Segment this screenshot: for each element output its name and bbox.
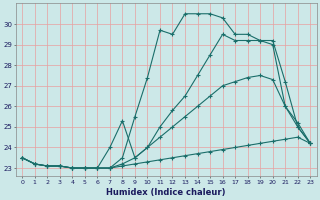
X-axis label: Humidex (Indice chaleur): Humidex (Indice chaleur): [107, 188, 226, 197]
